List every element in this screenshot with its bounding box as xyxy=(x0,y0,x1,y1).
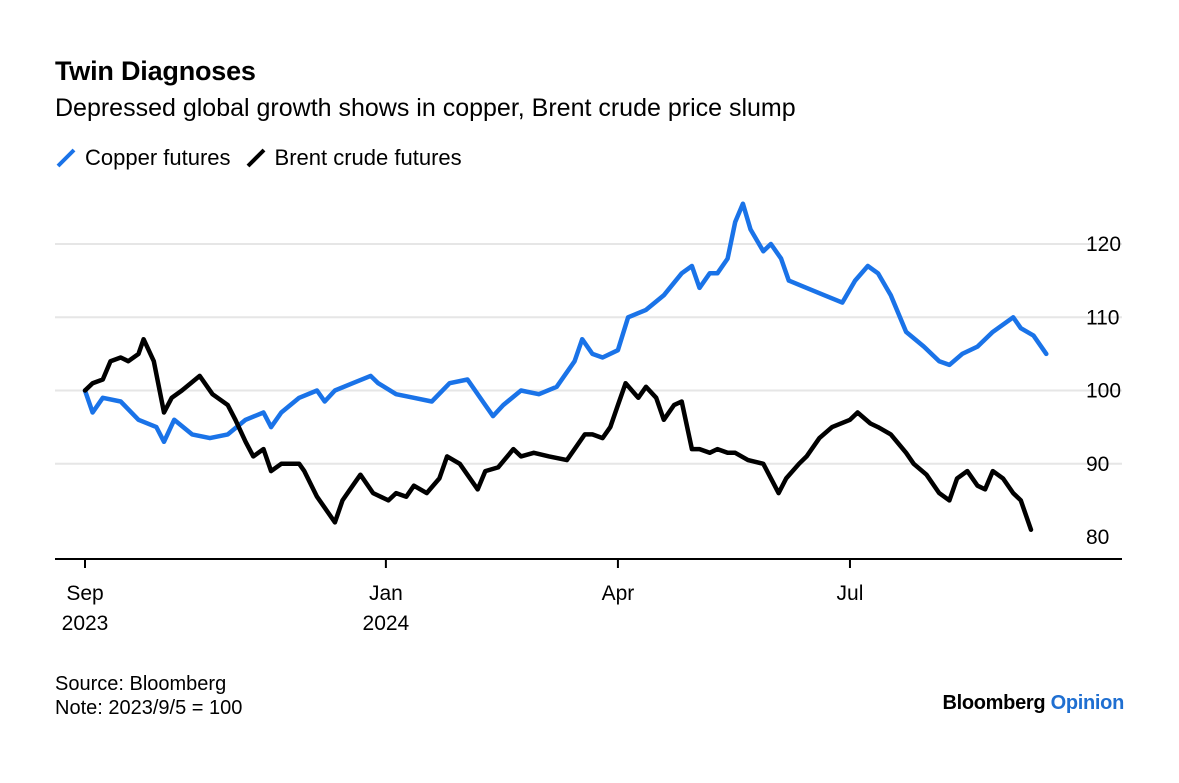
x-tick-label-sep: Sep xyxy=(66,582,103,605)
source-note: Source: Bloomberg xyxy=(55,673,227,695)
x-tick-year-2023: 2023 xyxy=(62,612,109,635)
footer-notes: Source: Bloomberg Note: 2023/9/5 = 100 xyxy=(55,672,242,720)
y-tick-label-80: 80 xyxy=(1086,526,1109,549)
y-tick-label-120: 120 xyxy=(1086,233,1121,256)
y-axis-labels: 80 90 100 110 120 xyxy=(1086,233,1121,549)
series-line-brent xyxy=(82,336,1034,532)
brent-line-stroke-icon xyxy=(246,148,265,168)
legend-item-copper: Copper futures xyxy=(55,145,231,171)
series-lines xyxy=(82,201,1049,532)
x-tick-label-jan: Jan xyxy=(369,582,403,605)
y-tick-label-90: 90 xyxy=(1086,453,1109,476)
x-tick-label-jul: Jul xyxy=(837,582,864,605)
brand-section: Opinion xyxy=(1050,692,1125,714)
chart-subtitle: Depressed global growth shows in copper,… xyxy=(55,94,796,122)
legend-item-brent: Brent crude futures xyxy=(245,145,462,171)
brand-name: Bloomberg xyxy=(942,692,1046,714)
x-axis: Sep 2023 Jan 2024 Apr Jul xyxy=(55,558,1122,635)
series-line-copper xyxy=(82,201,1049,445)
chart-title: Twin Diagnoses xyxy=(55,56,256,86)
legend-label-copper: Copper futures xyxy=(85,145,231,170)
legend: Copper futures Brent crude futures xyxy=(55,145,476,171)
legend-label-brent: Brent crude futures xyxy=(274,145,462,170)
copper-line-stroke-icon xyxy=(56,148,76,168)
gridlines xyxy=(55,243,1122,465)
base-note: Note: 2023/9/5 = 100 xyxy=(55,697,243,719)
y-tick-label-100: 100 xyxy=(1086,380,1121,403)
y-tick-label-110: 110 xyxy=(1086,306,1119,329)
brand-logo: Bloomberg Opinion xyxy=(942,692,1124,715)
x-tick-year-2024: 2024 xyxy=(363,612,410,635)
x-tick-label-apr: Apr xyxy=(602,582,635,605)
